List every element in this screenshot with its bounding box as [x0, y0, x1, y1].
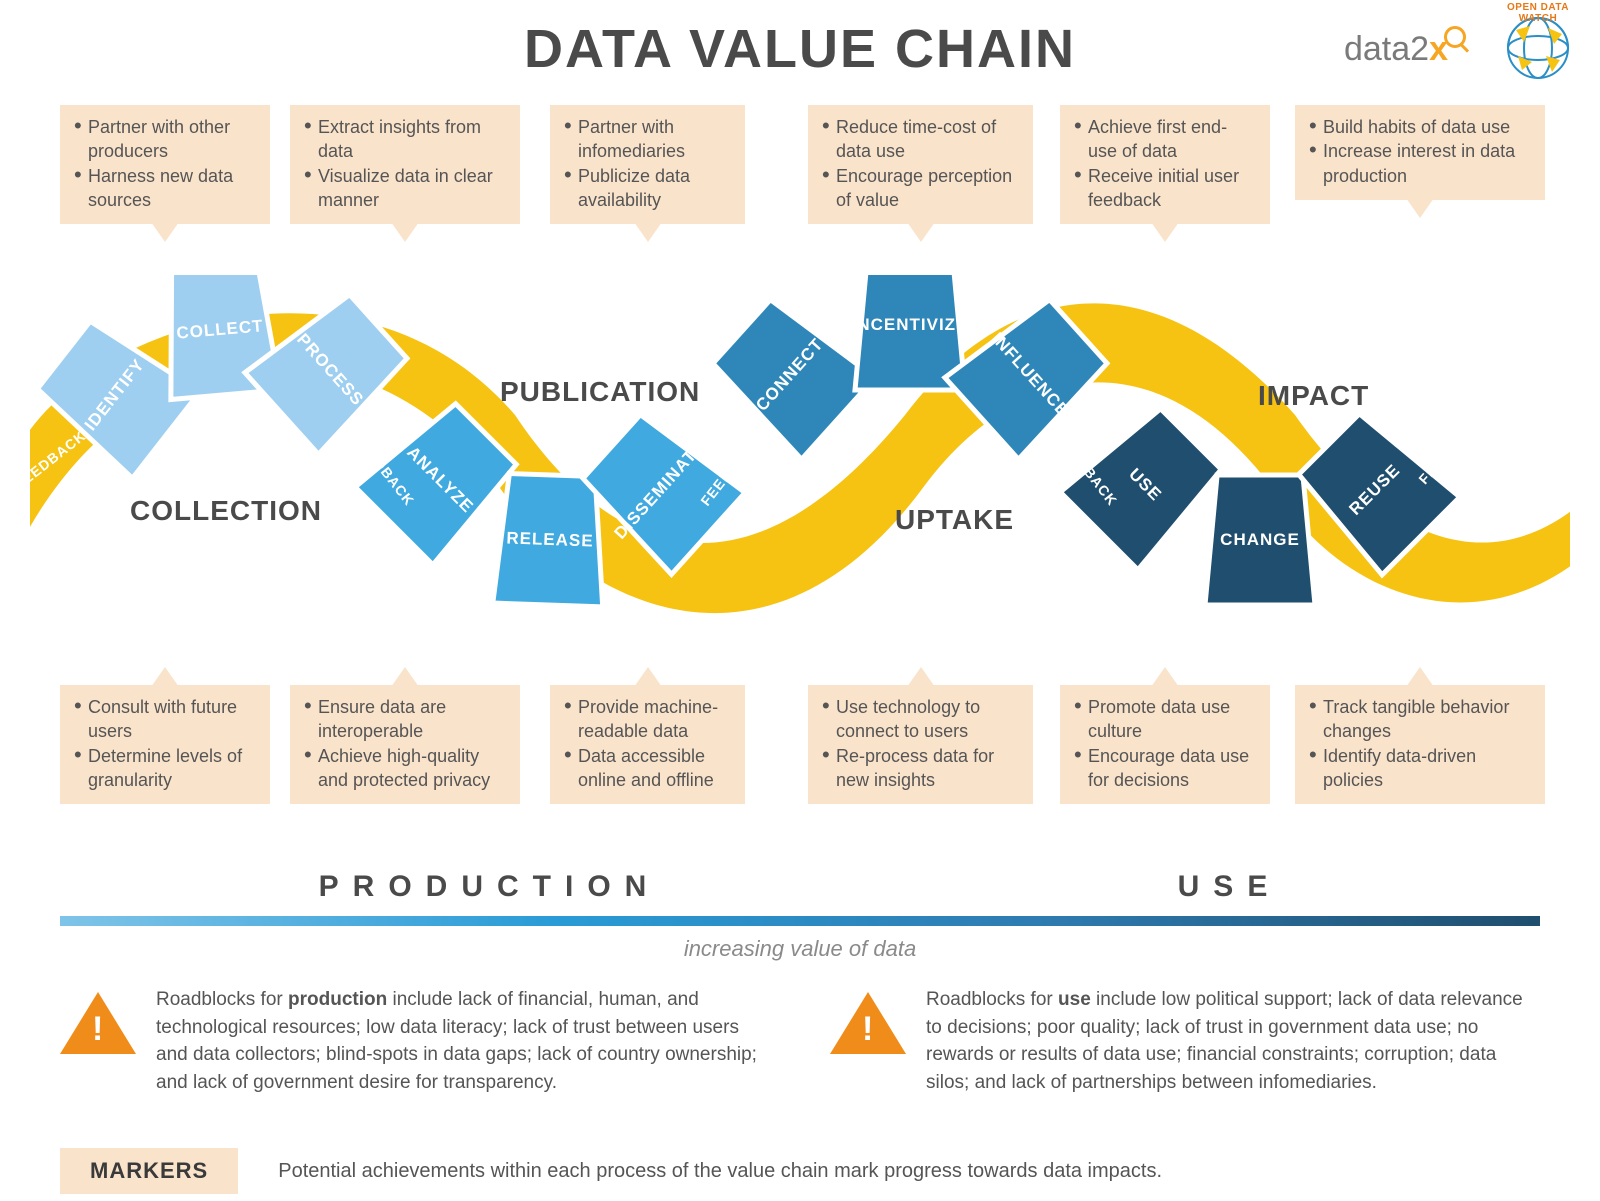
roadblock-production: Roadblocks for production include lack o…	[60, 986, 770, 1096]
markers-pill: MARKERS	[60, 1148, 238, 1194]
logo-text: data2	[1344, 30, 1429, 68]
callout-item: Visualize data in clear manner	[304, 164, 506, 213]
callout-change: Build habits of data useIncrease interes…	[1295, 105, 1545, 200]
callout-incentivize: Reduce time-cost of data useEncourage pe…	[808, 105, 1033, 224]
callout-item: Data accessible online and offline	[564, 744, 731, 793]
callout-connect: Use technology to connect to usersRe-pro…	[808, 685, 1033, 804]
use-label: USE	[1178, 870, 1282, 904]
callout-release: Partner with infomediariesPublicize data…	[550, 105, 745, 224]
page-title: DATA VALUE CHAIN	[524, 18, 1076, 80]
callout-item: Identify data-driven policies	[1309, 744, 1531, 793]
callout-use: Promote data use cultureEncourage data u…	[1060, 685, 1270, 804]
bottom-section: PRODUCTION USE increasing value of data …	[60, 870, 1540, 1096]
phase-label-impact: IMPACT	[1258, 380, 1369, 412]
callout-item: Increase interest in data production	[1309, 139, 1531, 188]
callout-item: Partner with other producers	[74, 115, 256, 164]
callout-item: Ensure data are interoperable	[304, 695, 506, 744]
roadblock-use-text: Roadblocks for use include low political…	[926, 986, 1540, 1096]
production-label: PRODUCTION	[319, 870, 661, 904]
warning-icon	[830, 992, 906, 1054]
callout-disseminate: Provide machine-readable dataData access…	[550, 685, 745, 804]
callout-item: Re-process data for new insights	[822, 744, 1019, 793]
callout-process: Extract insights from dataVisualize data…	[290, 105, 520, 224]
callout-item: Receive initial user feedback	[1074, 164, 1256, 213]
gradient-bar	[60, 916, 1540, 926]
magnifier-icon	[1444, 26, 1466, 48]
segment-label-change: CHANGE	[1220, 530, 1300, 550]
roadblocks: Roadblocks for production include lack o…	[60, 986, 1540, 1096]
callout-item: Partner with infomediaries	[564, 115, 731, 164]
segment-label-release: RELEASE	[506, 528, 594, 551]
markers-row: MARKERS Potential achievements within ea…	[60, 1148, 1540, 1194]
roadblock-use: Roadblocks for use include low political…	[830, 986, 1540, 1096]
callout-item: Achieve high-quality and protected priva…	[304, 744, 506, 793]
data2x-logo: data2x	[1344, 30, 1470, 69]
warning-icon	[60, 992, 136, 1054]
callout-item: Track tangible behavior changes	[1309, 695, 1531, 744]
callout-item: Reduce time-cost of data use	[822, 115, 1019, 164]
callout-influence: Achieve first end-use of dataReceive ini…	[1060, 105, 1270, 224]
callout-reuse: Track tangible behavior changesIdentify …	[1295, 685, 1545, 804]
callout-item: Publicize data availability	[564, 164, 731, 213]
phase-label-uptake: UPTAKE	[895, 504, 1014, 536]
increasing-label: increasing value of data	[60, 936, 1540, 962]
callout-item: Promote data use culture	[1074, 695, 1256, 744]
callout-item: Achieve first end-use of data	[1074, 115, 1256, 164]
callout-item: Use technology to connect to users	[822, 695, 1019, 744]
open-data-watch-logo: OPEN DATA WATCH	[1488, 2, 1588, 82]
callout-analyze: Ensure data are interoperableAchieve hig…	[290, 685, 520, 804]
odw-label: OPEN DATA WATCH	[1488, 2, 1588, 24]
callout-identify: Consult with future usersDetermine level…	[60, 685, 270, 804]
callout-item: Encourage data use for decisions	[1074, 744, 1256, 793]
header: DATA VALUE CHAIN data2x OPEN DATA WATCH	[0, 0, 1600, 90]
callout-item: Encourage perception of value	[822, 164, 1019, 213]
callout-item: Harness new data sources	[74, 164, 256, 213]
phase-label-collection: COLLECTION	[130, 495, 322, 527]
callout-item: Determine levels of granularity	[74, 744, 256, 793]
callout-item: Provide machine-readable data	[564, 695, 731, 744]
phase-label-publication: PUBLICATION	[500, 376, 700, 408]
callout-collect: Partner with other producersHarness new …	[60, 105, 270, 224]
callout-item: Extract insights from data	[304, 115, 506, 164]
callout-item: Build habits of data use	[1309, 115, 1531, 139]
markers-desc: Potential achievements within each proce…	[278, 1160, 1162, 1183]
segment-label-incentivize: INCENTIVIZE	[852, 315, 969, 335]
production-use-row: PRODUCTION USE	[60, 870, 1540, 904]
wave-diagram: IDENTIFYCOLLECTPROCESSANALYZERELEASEDISS…	[30, 275, 1570, 645]
callout-item: Consult with future users	[74, 695, 256, 744]
roadblock-production-text: Roadblocks for production include lack o…	[156, 986, 770, 1096]
